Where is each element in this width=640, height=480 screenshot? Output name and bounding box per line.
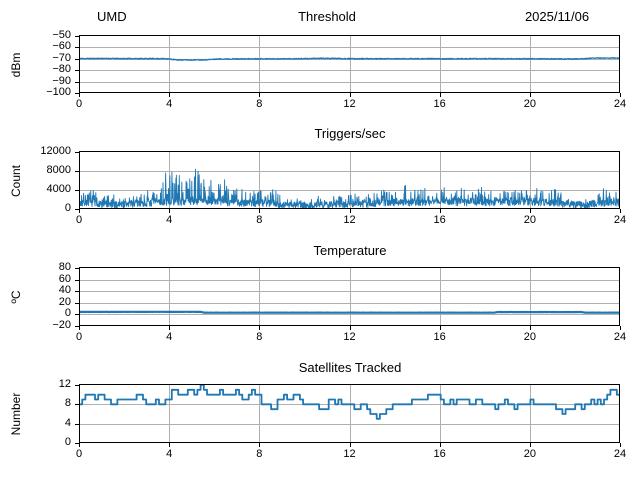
x-tick-label: 20 <box>523 214 536 226</box>
y-tick-label: −70 <box>52 51 71 64</box>
y-tick-label: −20 <box>52 319 71 331</box>
x-tick-label: 8 <box>256 331 263 343</box>
plot-temperature-canvas <box>75 267 621 330</box>
plot-triggers-canvas <box>75 151 621 213</box>
series-line-2 <box>79 310 620 314</box>
x-tick-label: 24 <box>613 98 627 110</box>
y-tick-label: 8000 <box>46 164 71 176</box>
x-tick-label: 0 <box>75 214 83 226</box>
x-tick-label: 4 <box>166 448 173 460</box>
x-tick-label: 16 <box>433 448 446 460</box>
x-tick-label: 4 <box>166 331 173 343</box>
y-tick-label: 40 <box>58 284 71 297</box>
y-tick-label: 60 <box>58 272 71 285</box>
plot-threshold-title: Threshold <box>298 9 356 24</box>
y-tick-label: −80 <box>52 63 71 76</box>
plot-satellites-title: Satellites Tracked <box>298 360 402 375</box>
y-tick-label: 0 <box>64 307 71 320</box>
x-tick-label: 8 <box>256 98 263 110</box>
x-tick-label: 12 <box>343 98 356 110</box>
x-tick-label: 16 <box>433 98 446 110</box>
x-tick-label: 24 <box>613 331 627 343</box>
x-tick-label: 0 <box>75 331 83 343</box>
x-tick-label: 12 <box>343 214 356 226</box>
x-tick-label: 20 <box>523 448 536 460</box>
y-tick-label: −50 <box>52 29 71 41</box>
plot-temperature-title: Temperature <box>313 243 387 258</box>
plot-threshold-station-label: UMD <box>97 9 127 24</box>
x-tick-label: 0 <box>75 98 83 110</box>
y-tick-label: 20 <box>58 295 71 308</box>
x-tick-label: 16 <box>433 214 446 226</box>
x-tick-label: 12 <box>343 448 356 460</box>
x-tick-label: 8 <box>256 214 263 226</box>
plot-satellites-canvas <box>75 384 621 447</box>
x-tick-label: 4 <box>166 98 173 110</box>
plot-triggers-title: Triggers/sec <box>314 126 386 141</box>
x-tick-label: 12 <box>343 331 356 343</box>
plot-threshold-canvas <box>75 35 621 97</box>
x-tick-label: 8 <box>256 448 263 460</box>
y-tick-label: 12 <box>58 378 71 390</box>
x-tick-label: 4 <box>166 214 173 226</box>
y-tick-label: −90 <box>52 74 71 87</box>
y-tick-label: 8 <box>64 397 71 410</box>
x-tick-label: 20 <box>523 98 536 110</box>
series-line-0 <box>79 57 620 61</box>
y-tick-label: 4 <box>64 416 71 429</box>
x-tick-label: 24 <box>613 448 627 460</box>
y-tick-label: 4000 <box>46 183 71 195</box>
y-tick-label: 80 <box>58 261 71 273</box>
y-tick-label: −60 <box>52 40 71 53</box>
x-tick-label: 16 <box>433 331 446 343</box>
x-tick-label: 0 <box>75 448 83 460</box>
series-line-3 <box>79 385 620 420</box>
y-tick-label: 0 <box>64 202 71 214</box>
series-line-1 <box>79 168 620 209</box>
x-tick-label: 20 <box>523 331 536 343</box>
x-tick-label: 24 <box>613 214 627 226</box>
y-tick-label: 12000 <box>40 145 71 157</box>
plot-threshold-date-label: 2025/11/06 <box>524 9 590 24</box>
y-tick-label: −100 <box>46 86 71 98</box>
y-tick-label: 0 <box>64 436 71 448</box>
